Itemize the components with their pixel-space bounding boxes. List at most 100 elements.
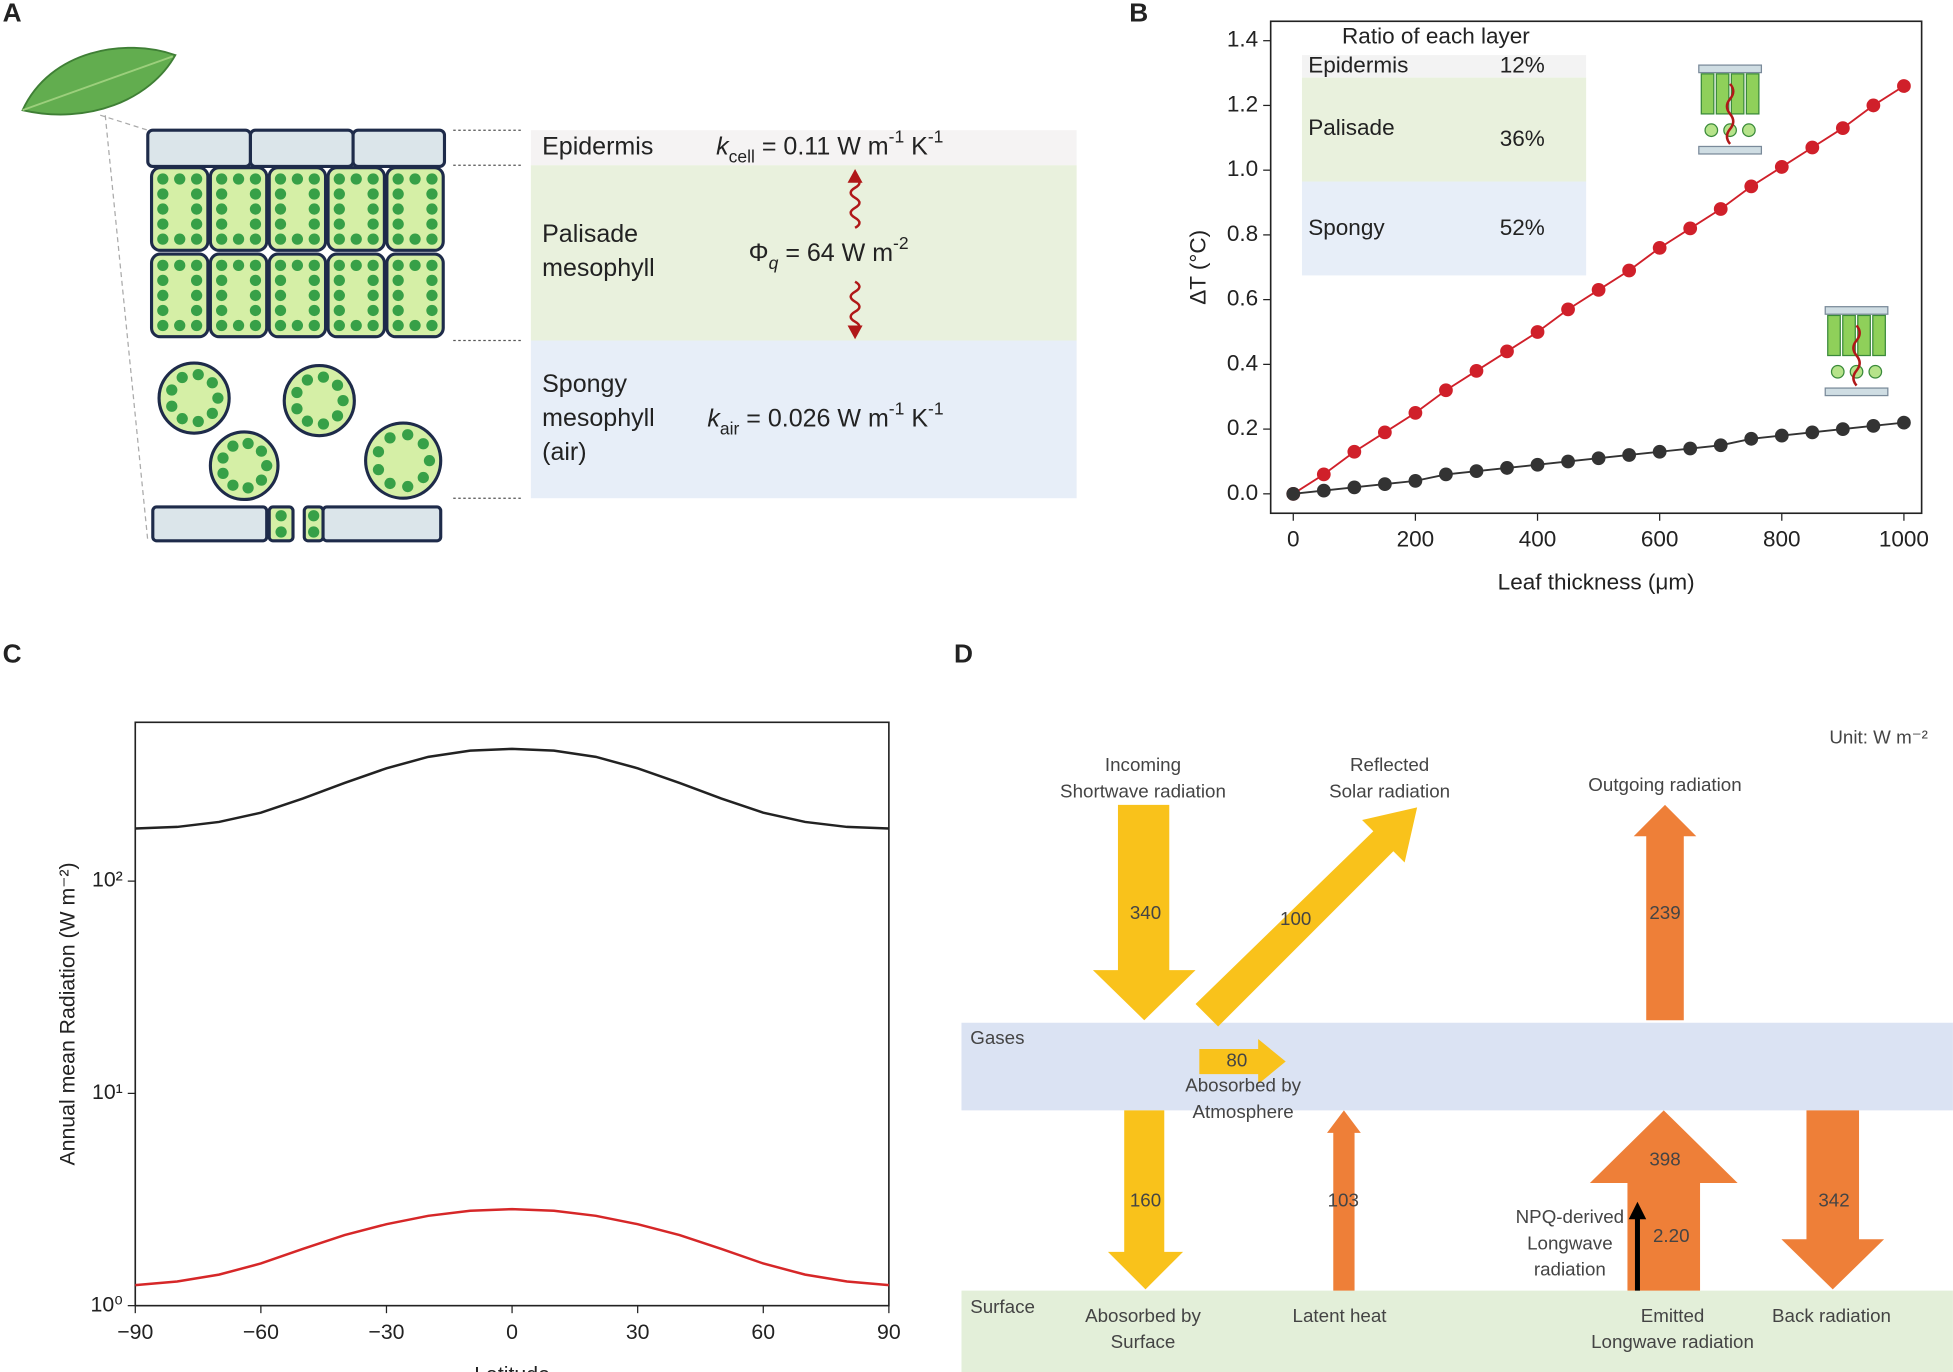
chloroplast xyxy=(190,233,203,245)
flux-value: 103 xyxy=(1328,1190,1359,1211)
chloroplast xyxy=(166,384,178,396)
formula-part: K xyxy=(904,404,928,432)
chloroplast xyxy=(409,233,421,245)
flux-label: Incoming xyxy=(1105,754,1181,775)
surface-layer xyxy=(961,1290,1953,1372)
chloroplast xyxy=(174,259,186,272)
x-tick-label: 400 xyxy=(1519,527,1557,552)
chloroplast xyxy=(317,418,330,430)
chloroplast xyxy=(249,218,262,230)
x-axis-label: Latitude xyxy=(474,1362,550,1372)
data-point xyxy=(1469,363,1484,378)
palisade-cell xyxy=(149,166,210,252)
chloroplast xyxy=(157,233,169,245)
formula-part: k xyxy=(716,132,730,160)
x-tick-label: 800 xyxy=(1763,527,1801,552)
inset-cell: Palisade xyxy=(1308,115,1394,140)
flux-arrow xyxy=(1589,1110,1738,1291)
formula: Φq = 64 W m-2 xyxy=(749,233,909,273)
layer-name: Spongy xyxy=(542,370,627,398)
flux-label: Abosorbed by xyxy=(1185,1075,1301,1096)
chloroplast xyxy=(423,455,436,467)
chloroplast xyxy=(392,173,404,185)
data-point xyxy=(1561,302,1575,317)
inset-cell: 36% xyxy=(1500,126,1545,151)
chloroplast xyxy=(274,319,287,332)
y-tick-label: 0.2 xyxy=(1227,415,1258,440)
chloroplast xyxy=(392,188,404,200)
chloroplast xyxy=(190,173,203,185)
data-point xyxy=(1316,483,1331,498)
inset-cell: 12% xyxy=(1500,52,1545,77)
chloroplast xyxy=(333,173,345,185)
flux-label: radiation xyxy=(1534,1259,1606,1280)
x-axis-label: Leaf thickness (μm) xyxy=(1498,569,1695,594)
gases-layer xyxy=(961,1022,1953,1111)
y-tick-label: 1.4 xyxy=(1227,27,1258,52)
flux-label: Back radiation xyxy=(1772,1305,1891,1326)
chloroplast xyxy=(426,289,438,302)
chloroplast xyxy=(275,526,287,538)
chloroplast xyxy=(367,203,379,215)
flux-label: Longwave xyxy=(1527,1232,1613,1253)
chloroplast xyxy=(249,259,262,272)
flux-arrow xyxy=(1781,1110,1885,1290)
data-point xyxy=(1377,477,1392,492)
y-tick-label: 0.6 xyxy=(1227,286,1258,311)
data-point xyxy=(1561,454,1575,469)
icon-palisade xyxy=(1745,73,1760,115)
chloroplast xyxy=(333,233,345,245)
chloroplast xyxy=(216,203,228,215)
chloroplast xyxy=(308,526,320,538)
chloroplast xyxy=(333,188,345,200)
data-point xyxy=(1805,140,1820,155)
chloroplast xyxy=(190,319,203,332)
y-axis-label: Annual mean Radiation (W m⁻²) xyxy=(56,862,80,1165)
icon-epidermis xyxy=(1698,145,1763,155)
chloroplast xyxy=(417,471,429,484)
data-point xyxy=(1866,418,1881,433)
formula-part: K xyxy=(904,132,928,160)
data-point xyxy=(1622,263,1637,278)
layer-label: Gases xyxy=(970,1027,1024,1048)
chloroplast xyxy=(337,394,349,407)
chloroplast xyxy=(392,203,404,215)
chloroplast xyxy=(392,233,404,245)
chloroplast xyxy=(274,233,287,245)
leaf xyxy=(21,46,177,116)
data-point xyxy=(1408,406,1423,420)
chloroplast xyxy=(206,407,218,419)
flux-arrow xyxy=(1195,807,1418,1027)
chloroplast xyxy=(426,319,438,332)
flux-arrow xyxy=(1199,1039,1286,1085)
chloroplast xyxy=(350,233,362,245)
chloroplast xyxy=(157,304,169,317)
flux-label: Surface xyxy=(1111,1331,1176,1352)
chloroplast xyxy=(274,173,287,185)
y-tick-label: 10⁰ xyxy=(91,1292,123,1316)
data-point xyxy=(1835,121,1850,135)
x-tick-label: −30 xyxy=(368,1320,404,1344)
chloroplast xyxy=(190,259,203,272)
chloroplast xyxy=(367,233,379,245)
formula: kcell = 0.11 W m-1 K-1 xyxy=(716,126,943,166)
data-point xyxy=(1500,461,1514,475)
series-line xyxy=(135,747,889,830)
palisade-cell xyxy=(208,166,269,252)
flux-arrow xyxy=(1092,804,1196,1021)
flux-label: Atmosphere xyxy=(1193,1101,1294,1122)
chloroplast xyxy=(367,319,379,332)
arrow-head xyxy=(847,168,863,183)
x-tick-label: 90 xyxy=(877,1320,901,1344)
chloroplast xyxy=(372,464,385,476)
chloroplast xyxy=(350,259,362,272)
formula-part: -1 xyxy=(889,398,905,418)
panel-a: Epidermis kcell = 0.11 W m-1 K-1Palisadem… xyxy=(21,46,1077,543)
chloroplast xyxy=(249,173,262,185)
layer-label: Surface xyxy=(970,1296,1035,1317)
data-point xyxy=(1866,98,1881,113)
y-tick-label: 0.0 xyxy=(1227,480,1258,505)
chloroplast xyxy=(242,437,254,450)
chloroplast xyxy=(308,304,320,317)
